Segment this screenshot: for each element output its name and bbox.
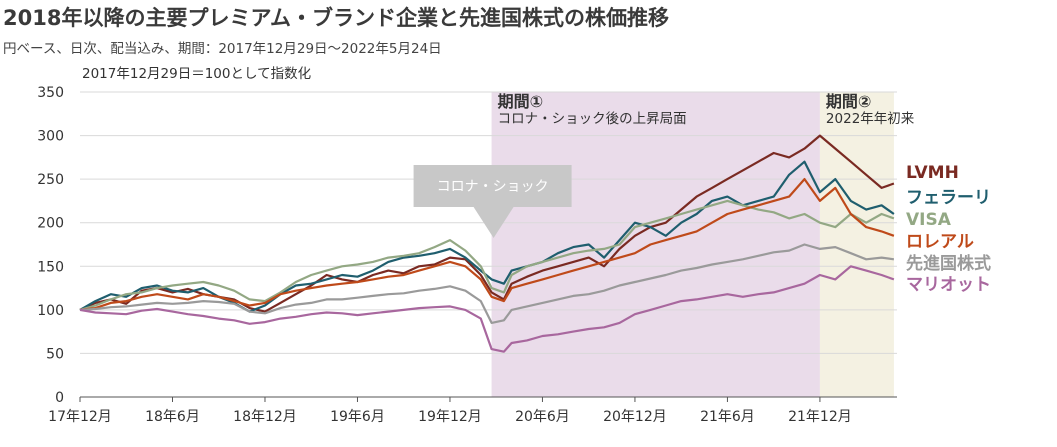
period-title-1: 期間① (498, 92, 544, 111)
series-label-3: VISA (906, 210, 952, 230)
x-tick-label: 21年6月 (700, 409, 755, 425)
period-band-2 (819, 92, 894, 397)
chart-title: 2018年以降の主要プレミアム・ブランド企業と先進国株式の株価推移 (3, 6, 669, 30)
series-label-4: ロレアル (906, 232, 974, 252)
x-tick-label: 19年12月 (418, 409, 482, 425)
series-label-1: LVMH (906, 163, 959, 183)
callout-label: コロナ・ショック (437, 179, 549, 195)
period-band-1 (491, 92, 820, 397)
y-tick-label: 200 (37, 216, 64, 232)
x-tick-label: 21年12月 (788, 409, 852, 425)
y-tick-label: 250 (37, 172, 64, 188)
x-tick-label: 18年6月 (145, 409, 200, 425)
series-line-5 (79, 243, 895, 324)
y-tick-label: 150 (37, 259, 64, 275)
series-line-6 (79, 265, 895, 353)
y-tick-label: 0 (55, 390, 64, 406)
period-title-2: 期間② (826, 92, 872, 111)
series-line-3 (79, 199, 895, 311)
callout-arrow (473, 207, 514, 238)
y-tick-label: 50 (46, 346, 64, 362)
y-tick-label: 100 (37, 303, 64, 319)
chart-subtitle: 円ベース、日次、配当込み、期間：2017年12月29日～2022年5月24日 (3, 41, 442, 57)
period-subtitle-1: コロナ・ショック後の上昇局面 (498, 111, 687, 127)
x-tick-label: 17年12月 (48, 409, 112, 425)
series-line-4 (79, 178, 895, 311)
series-label-6: マリオット (906, 275, 991, 295)
series-label-2: フェラーリ (906, 188, 991, 208)
period-subtitle-2: 2022年年初来 (826, 110, 915, 127)
x-tick-label: 20年6月 (515, 409, 570, 425)
x-tick-label: 19年6月 (330, 409, 385, 425)
callout-box (413, 165, 572, 207)
y-tick-label: 350 (37, 85, 64, 101)
x-tick-label: 18年12月 (233, 409, 297, 425)
x-tick-label: 20年12月 (603, 409, 667, 425)
y-tick-label: 300 (37, 129, 64, 145)
index-note: 2017年12月29日＝100として指数化 (82, 66, 311, 82)
series-label-5: 先進国株式 (906, 253, 991, 274)
